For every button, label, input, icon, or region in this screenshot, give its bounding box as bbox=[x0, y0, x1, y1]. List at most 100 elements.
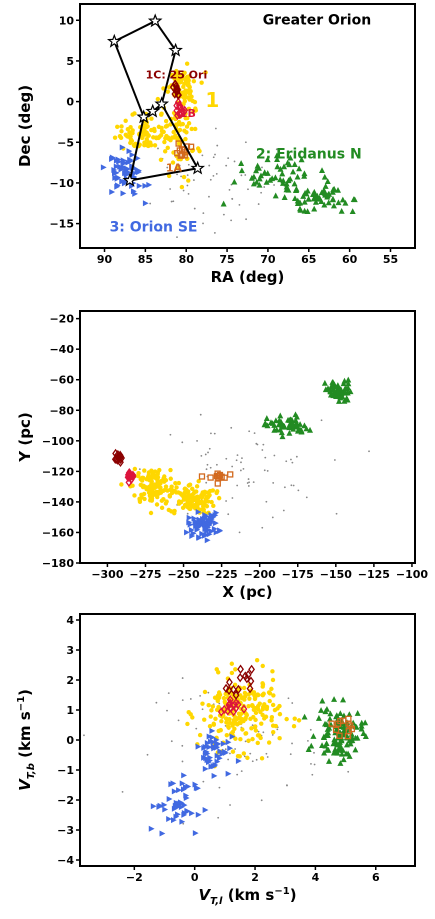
point-field bbox=[186, 512, 189, 515]
point-1C bbox=[234, 684, 242, 695]
point-1C bbox=[236, 672, 244, 683]
point-1 bbox=[200, 701, 205, 706]
point-1 bbox=[251, 714, 256, 720]
point-2 bbox=[320, 733, 327, 740]
point-2 bbox=[278, 429, 285, 436]
point-2 bbox=[308, 742, 315, 749]
annotation-label: 3: Orion SE bbox=[110, 220, 198, 236]
point-field bbox=[212, 174, 215, 177]
point-1 bbox=[218, 727, 223, 733]
y-tick-label: −160 bbox=[42, 526, 75, 539]
point-2 bbox=[253, 178, 260, 185]
point-1 bbox=[210, 488, 216, 493]
point-3 bbox=[204, 537, 211, 544]
point-1 bbox=[270, 702, 276, 708]
point-1 bbox=[259, 756, 265, 761]
point-2 bbox=[301, 713, 308, 720]
point-field bbox=[217, 816, 220, 819]
point-1 bbox=[260, 712, 265, 718]
point-1 bbox=[224, 720, 229, 725]
point-1 bbox=[138, 476, 143, 482]
point-1 bbox=[163, 124, 169, 129]
point-1B bbox=[124, 472, 132, 482]
point-field bbox=[201, 708, 204, 711]
point-2 bbox=[319, 697, 326, 704]
point-1 bbox=[177, 127, 183, 133]
point-3 bbox=[119, 144, 126, 151]
point-2 bbox=[272, 174, 279, 181]
point-2 bbox=[273, 152, 280, 159]
point-3 bbox=[213, 736, 220, 743]
point-field bbox=[276, 728, 279, 731]
point-1 bbox=[236, 711, 242, 716]
point-1 bbox=[141, 483, 146, 489]
point-1 bbox=[140, 135, 145, 141]
point-3 bbox=[142, 200, 149, 207]
point-2 bbox=[291, 180, 298, 187]
point-1 bbox=[240, 727, 245, 732]
point-field bbox=[291, 742, 293, 745]
point-1 bbox=[163, 118, 169, 124]
point-field bbox=[295, 455, 298, 458]
point-2 bbox=[231, 178, 238, 185]
point-2 bbox=[345, 380, 352, 387]
point-1 bbox=[259, 721, 264, 726]
point-1C bbox=[174, 90, 182, 100]
point-2 bbox=[254, 162, 261, 169]
point-1 bbox=[169, 490, 175, 496]
point-3 bbox=[235, 757, 242, 764]
point-1B bbox=[173, 100, 181, 111]
point-3 bbox=[195, 743, 202, 750]
point-3 bbox=[121, 160, 128, 167]
point-1 bbox=[247, 696, 252, 701]
series-3 bbox=[100, 144, 153, 207]
point-1C bbox=[232, 690, 240, 700]
point-3 bbox=[213, 529, 220, 536]
point-3 bbox=[184, 807, 191, 814]
point-1 bbox=[161, 488, 166, 494]
point-1C bbox=[229, 684, 237, 695]
constellation-line bbox=[128, 116, 145, 181]
point-3 bbox=[211, 772, 218, 779]
point-2 bbox=[324, 746, 331, 753]
point-3 bbox=[208, 512, 215, 519]
point-1 bbox=[162, 474, 167, 479]
point-1 bbox=[155, 96, 161, 102]
point-1 bbox=[243, 731, 249, 736]
point-field bbox=[307, 740, 309, 742]
point-1 bbox=[200, 503, 206, 509]
point-field bbox=[208, 447, 211, 450]
point-1 bbox=[241, 751, 247, 756]
point-field bbox=[266, 470, 269, 472]
point-2 bbox=[267, 176, 274, 183]
point-field bbox=[189, 698, 192, 700]
point-1 bbox=[252, 696, 258, 702]
point-field bbox=[261, 449, 264, 451]
point-2 bbox=[312, 198, 319, 205]
point-field bbox=[213, 232, 216, 234]
point-field bbox=[167, 692, 170, 694]
point-field bbox=[227, 758, 230, 761]
point-1 bbox=[132, 466, 138, 472]
point-1 bbox=[238, 737, 243, 742]
point-field bbox=[286, 784, 288, 787]
point-field bbox=[227, 513, 230, 516]
point-1 bbox=[148, 510, 154, 516]
point-3 bbox=[225, 770, 232, 777]
point-2 bbox=[354, 734, 361, 741]
point-1 bbox=[168, 467, 173, 473]
point-1C bbox=[246, 683, 254, 694]
point-2 bbox=[324, 178, 331, 185]
point-1 bbox=[241, 685, 247, 691]
point-1C bbox=[115, 452, 123, 462]
point-3 bbox=[111, 170, 118, 177]
point-1 bbox=[211, 722, 217, 727]
point-1C bbox=[225, 685, 233, 696]
point-1A bbox=[176, 147, 183, 154]
point-1 bbox=[178, 499, 184, 505]
point-3 bbox=[178, 803, 185, 810]
point-1 bbox=[148, 490, 154, 496]
point-2 bbox=[321, 201, 328, 208]
point-3 bbox=[211, 525, 218, 532]
point-1 bbox=[170, 135, 175, 140]
